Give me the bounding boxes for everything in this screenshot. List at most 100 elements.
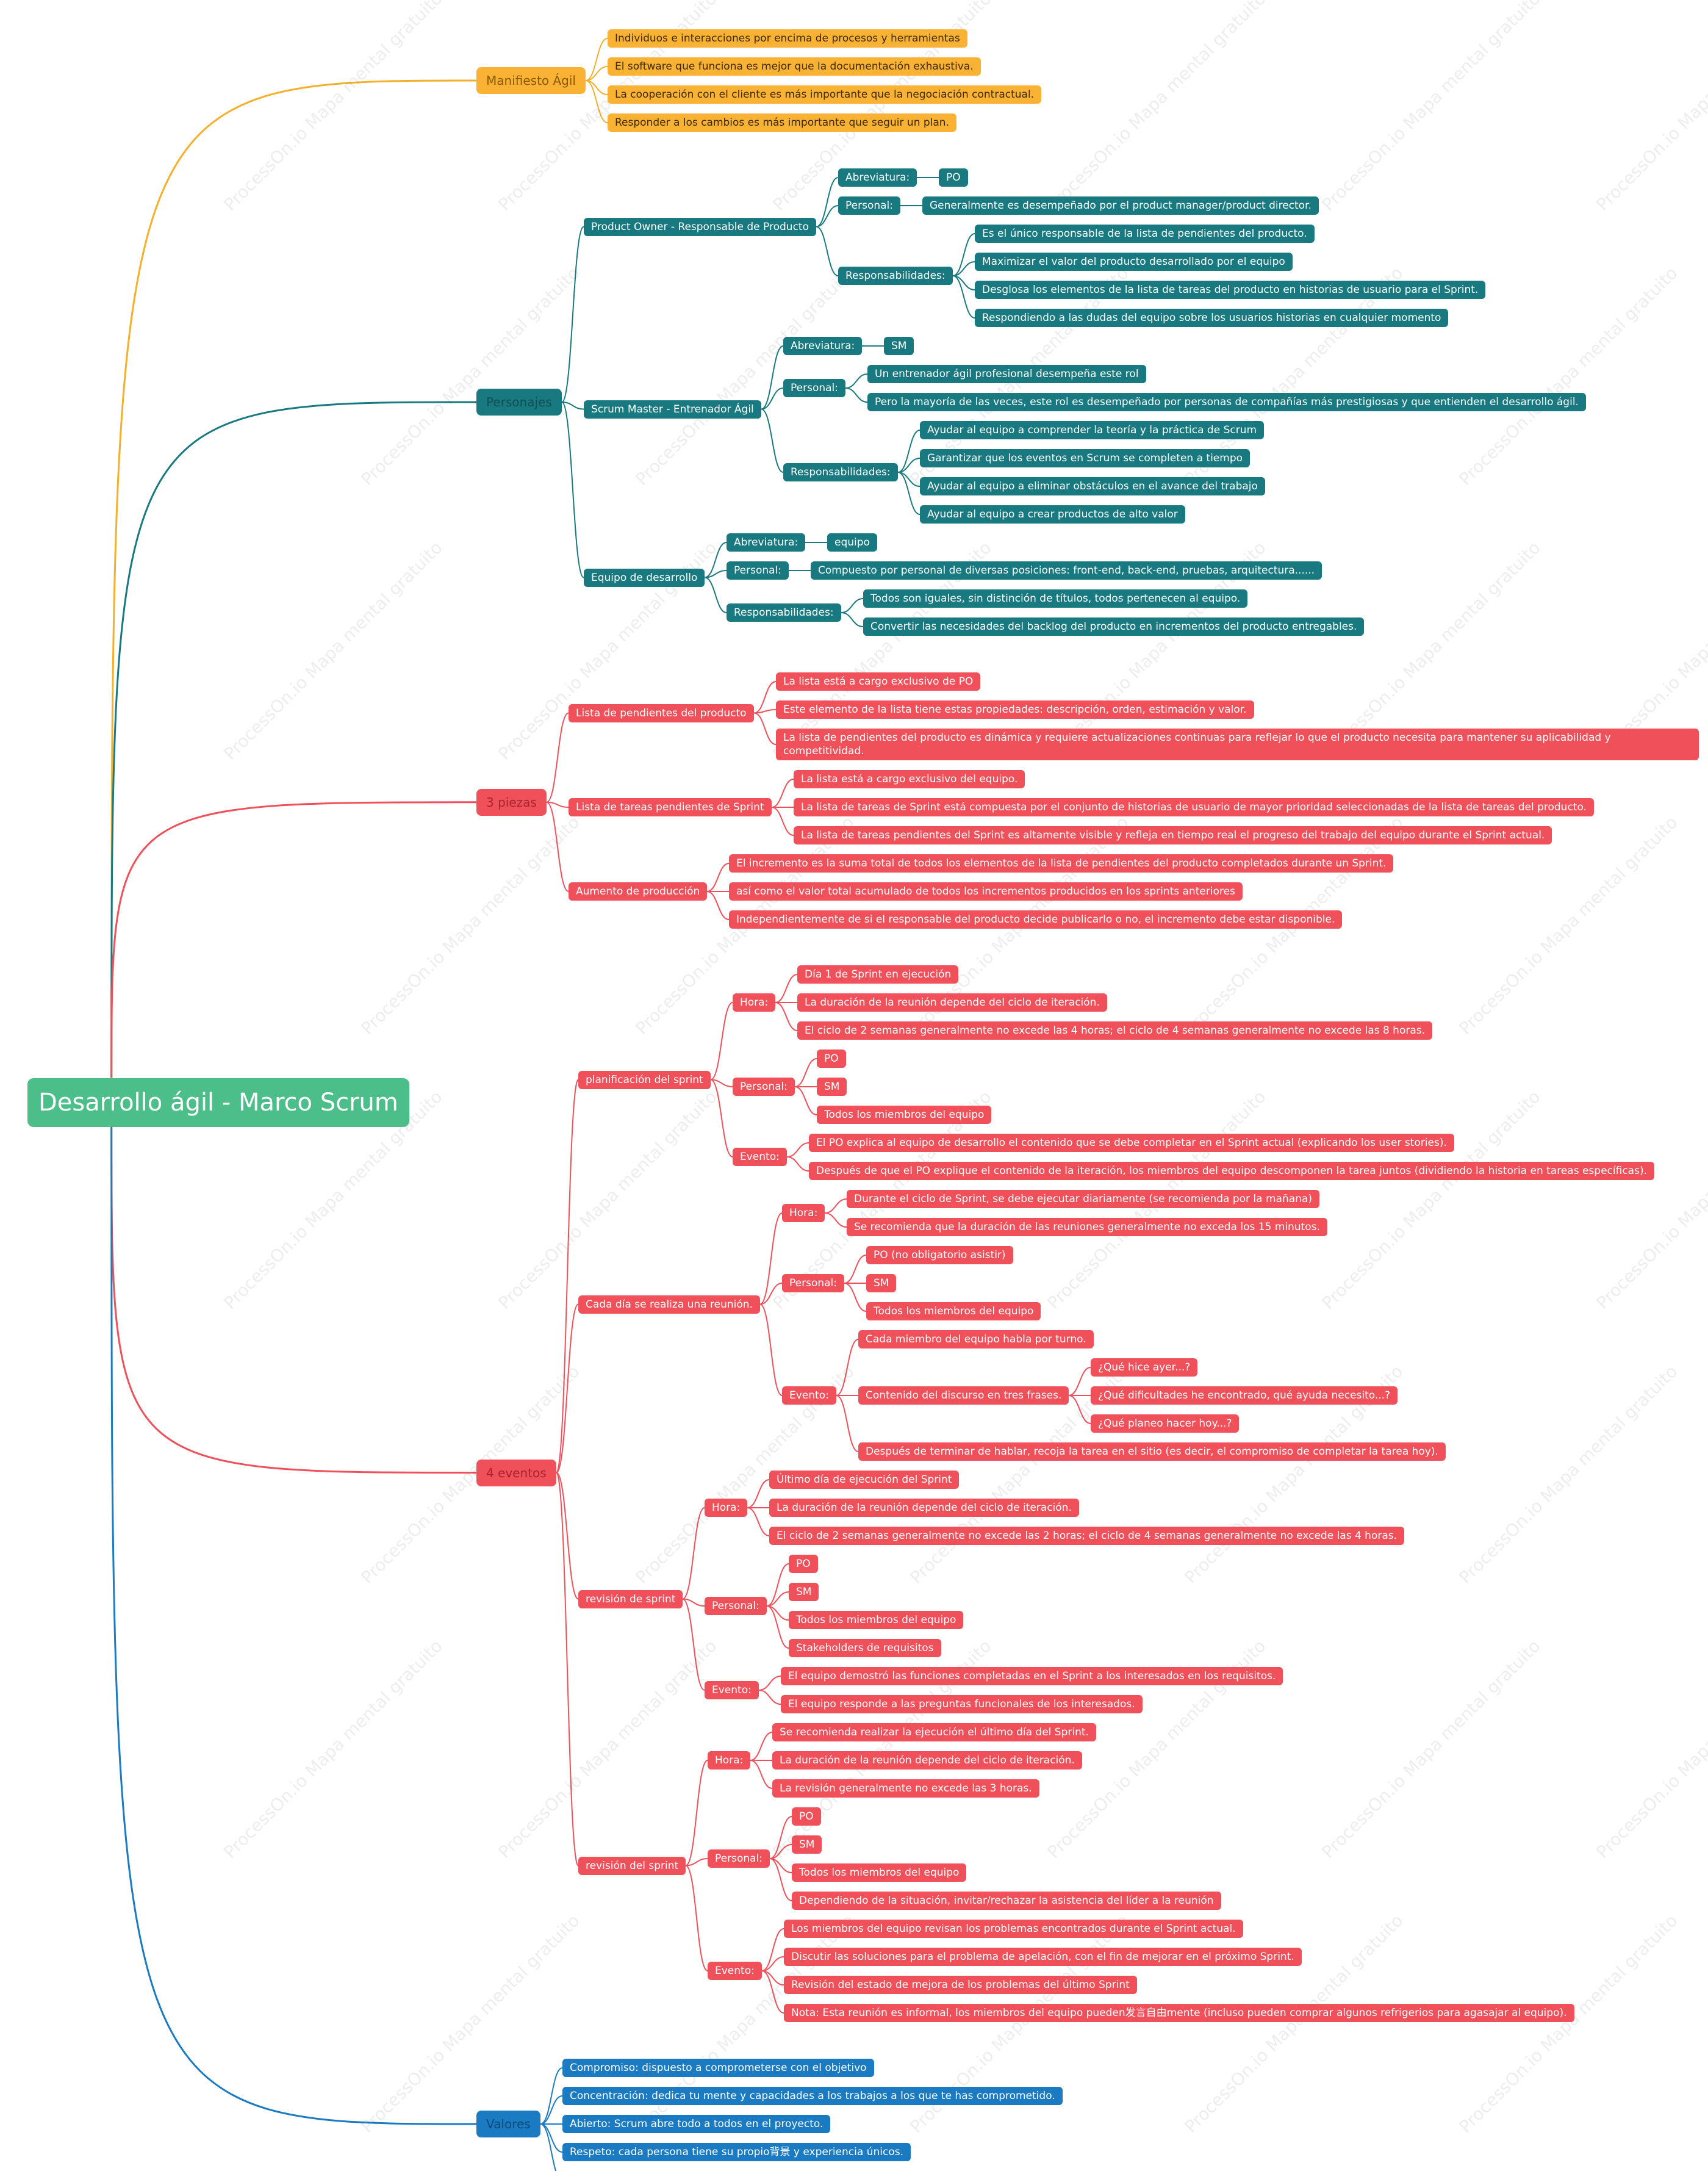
connector — [794, 1058, 817, 1087]
leaf-topic: Compuesto por personal de diversas posic… — [811, 561, 1322, 580]
leaf-topic: Es el único responsable de la lista de p… — [975, 225, 1315, 243]
connector — [706, 891, 730, 920]
sub-topic: Evento: — [782, 1386, 836, 1405]
leaf-topic: Convertir las necesidades del backlog de… — [863, 617, 1365, 636]
root-topic: Desarrollo ágil - Marco Scrum — [27, 1078, 409, 1127]
leaf-topic: El PO explica al equipo de desarrollo el… — [809, 1134, 1454, 1152]
connector — [685, 1865, 708, 1971]
connector — [706, 863, 730, 892]
leaf-topic: PO (no obligatorio asistir) — [866, 1246, 1013, 1264]
leaf-topic: Stakeholders de requisitos — [789, 1639, 941, 1657]
connector — [540, 2095, 563, 2125]
connector — [761, 408, 784, 473]
connector — [759, 1283, 783, 1305]
connector — [556, 1079, 579, 1474]
connector — [540, 2123, 563, 2153]
connector — [710, 1002, 733, 1081]
sub-topic: Aumento de producción — [569, 882, 708, 901]
connector — [556, 1303, 579, 1474]
leaf-topic: El equipo demostró las funciones complet… — [781, 1667, 1283, 1685]
connector — [561, 401, 584, 410]
connector — [952, 233, 975, 276]
leaf-topic: Maximizar el valor del producto desarrol… — [975, 253, 1293, 271]
connector — [897, 458, 920, 473]
leaf-topic: Ayudar al equipo a eliminar obstáculos e… — [920, 477, 1265, 495]
connector — [747, 1479, 770, 1508]
connector — [1068, 1395, 1091, 1424]
connector — [761, 1928, 784, 1971]
leaf-topic: Generalmente es desempeñado por el produ… — [922, 196, 1319, 215]
connector — [759, 1303, 783, 1396]
leaf-topic: Nota: Esta reunión es informal, los miem… — [784, 2004, 1574, 2022]
sub-topic: Personal: — [708, 1849, 770, 1868]
connector — [786, 1142, 809, 1158]
connector — [540, 2123, 557, 2171]
leaf-topic: Responder a los cambios es más important… — [608, 113, 956, 132]
leaf-topic: La lista de pendientes del producto es d… — [776, 729, 1699, 760]
connector — [556, 1472, 579, 1600]
connector — [556, 1472, 579, 1867]
leaf-topic: Todos los miembros del equipo — [866, 1302, 1041, 1320]
connector — [685, 1858, 708, 1867]
connector — [685, 1760, 708, 1867]
sub-topic: Abreviatura: — [727, 533, 806, 552]
connector — [682, 1598, 705, 1691]
leaf-topic: Todos los miembros del equipo — [817, 1106, 992, 1124]
connector — [794, 1086, 817, 1115]
connector — [540, 2067, 563, 2125]
leaf-topic: Se recomienda que la duración de las reu… — [847, 1218, 1327, 1236]
leaf-topic: Día 1 de Sprint en ejecución — [797, 965, 959, 984]
leaf-topic: Todos los miembros del equipo — [792, 1863, 967, 1882]
connector — [841, 612, 864, 627]
connector — [110, 79, 477, 1078]
connector — [750, 1760, 773, 1789]
connector — [771, 807, 794, 836]
sub-topic: Hora: — [705, 1499, 748, 1517]
leaf-topic: Independientemente de si el responsable … — [729, 910, 1343, 929]
sub-topic: Personal: — [782, 1274, 844, 1292]
connector — [110, 1126, 477, 2125]
sub-topic: Equipo de desarrollo — [584, 568, 705, 587]
leaf-topic: Concentración: dedica tu mente y capacid… — [562, 2087, 1063, 2105]
connector — [769, 1858, 792, 1901]
sub-topic: Responsabilidades: — [783, 463, 898, 481]
connector — [775, 1002, 798, 1031]
leaf-topic: Discutir las soluciones para el problema… — [784, 1948, 1302, 1966]
leaf-topic: PO — [792, 1807, 821, 1826]
leaf-topic: Compromiso: dispuesto a comprometerse co… — [562, 2059, 874, 2077]
connector — [546, 712, 569, 803]
leaf-topic: Último día de ejecución del Sprint — [769, 1471, 960, 1489]
connector — [897, 472, 920, 515]
leaf-topic: SM — [792, 1835, 822, 1854]
connector — [897, 430, 920, 473]
sub-topic: Personal: — [705, 1597, 767, 1615]
leaf-topic: Todos son iguales, sin distinción de tít… — [863, 589, 1248, 608]
connector — [110, 1126, 477, 1474]
leaf-topic: Ayudar al equipo a crear productos de al… — [920, 505, 1185, 524]
connector — [786, 1156, 809, 1172]
connector — [704, 577, 727, 613]
connector — [682, 1598, 705, 1607]
leaf-topic: La lista de tareas de Sprint está compue… — [794, 798, 1594, 816]
connector — [836, 1339, 859, 1396]
connector — [761, 345, 784, 410]
leaf-topic: El incremento es la suma total de todos … — [729, 854, 1394, 873]
connector — [585, 38, 608, 81]
sub-topic: Responsabilidades: — [727, 603, 841, 622]
leaf-topic: equipo — [827, 533, 877, 552]
connector — [704, 570, 727, 578]
leaf-topic: Se recomienda realizar la ejecución el ú… — [772, 1723, 1096, 1741]
leaf-topic: Un entrenador ágil profesional desempeña… — [867, 365, 1146, 383]
leaf-topic: Respeto: cada persona tiene su propio背景 … — [562, 2143, 911, 2161]
leaf-topic: Respondiendo a las dudas del equipo sobr… — [975, 309, 1449, 327]
sub-topic: revisión de sprint — [578, 1590, 683, 1608]
connector — [845, 373, 868, 389]
main-branch: Valores — [476, 2111, 540, 2137]
connector — [561, 226, 584, 403]
connector — [110, 801, 477, 1078]
sub-topic: Hora: — [708, 1751, 751, 1770]
sub-topic: planificación del sprint — [578, 1070, 711, 1089]
connector — [110, 401, 477, 1078]
connector — [585, 80, 608, 123]
